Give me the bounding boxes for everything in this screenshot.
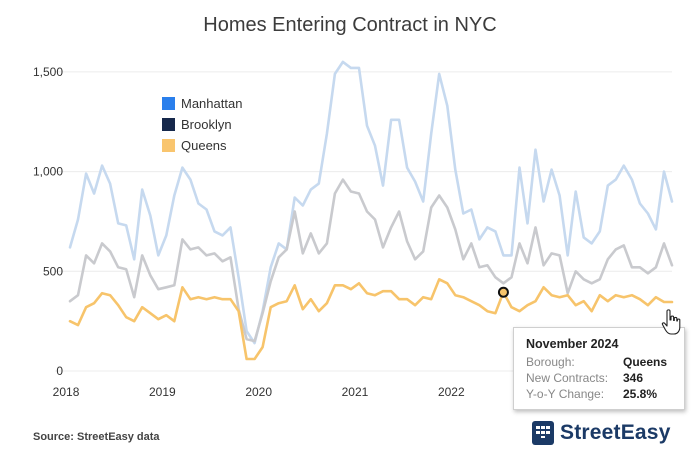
series-line-manhattan[interactable]: [68, 60, 674, 345]
tooltip-value: 346: [623, 371, 644, 385]
legend-label: Queens: [181, 138, 227, 153]
source-note: Source: StreetEasy data: [33, 431, 160, 443]
tooltip-key: New Contracts:: [526, 371, 609, 385]
x-tick-label: 2018: [53, 385, 80, 399]
data-tooltip: November 2024 Borough: Queens New Contra…: [513, 327, 685, 410]
y-tick-label: 0: [56, 364, 63, 378]
x-tick-label: 2021: [342, 385, 369, 399]
legend-label: Brooklyn: [181, 117, 232, 132]
chart-title: Homes Entering Contract in NYC: [203, 14, 497, 36]
tooltip-title: November 2024: [526, 337, 619, 351]
x-tick-label: 2020: [245, 385, 272, 399]
legend: Manhattan Brooklyn Queens: [162, 93, 242, 156]
tooltip-value: Queens: [623, 355, 668, 369]
tooltip-row-new-contracts: New Contracts: 346: [526, 371, 676, 385]
series-lines: [68, 60, 674, 361]
y-tick-label: 1,500: [33, 65, 63, 79]
legend-swatch-queens: [162, 139, 175, 152]
x-tick-label: 2022: [438, 385, 465, 399]
legend-swatch-brooklyn: [162, 118, 175, 131]
y-tick-label: 1,000: [33, 165, 63, 179]
tooltip-row-borough: Borough: Queens: [526, 355, 676, 369]
x-tick-label: 2019: [149, 385, 176, 399]
y-tick-label: 500: [43, 264, 63, 278]
legend-item-manhattan[interactable]: Manhattan: [162, 93, 242, 114]
series-line-queens[interactable]: [68, 277, 674, 361]
building-icon: [532, 421, 554, 445]
streeteasy-logo: StreetEasy: [532, 421, 671, 445]
highlight-marker: [497, 286, 509, 298]
x-axis-labels: 201820192020202120222023: [53, 385, 562, 399]
tooltip-key: Borough:: [526, 355, 575, 369]
legend-label: Manhattan: [181, 96, 243, 111]
highlighted-point[interactable]: [497, 286, 509, 298]
series-line-brooklyn[interactable]: [68, 178, 674, 343]
tooltip-row-yoy-change: Y-o-Y Change: 25.8%: [526, 387, 676, 401]
legend-swatch-manhattan: [162, 97, 175, 110]
legend-item-queens[interactable]: Queens: [162, 135, 242, 156]
y-axis-labels: 0 500 1,000 1,500: [33, 65, 63, 378]
hand-cursor-icon: [661, 309, 681, 335]
legend-item-brooklyn[interactable]: Brooklyn: [162, 114, 242, 135]
brand-name: StreetEasy: [560, 421, 671, 444]
tooltip-value: 25.8%: [623, 387, 658, 401]
tooltip-key: Y-o-Y Change:: [526, 387, 605, 401]
